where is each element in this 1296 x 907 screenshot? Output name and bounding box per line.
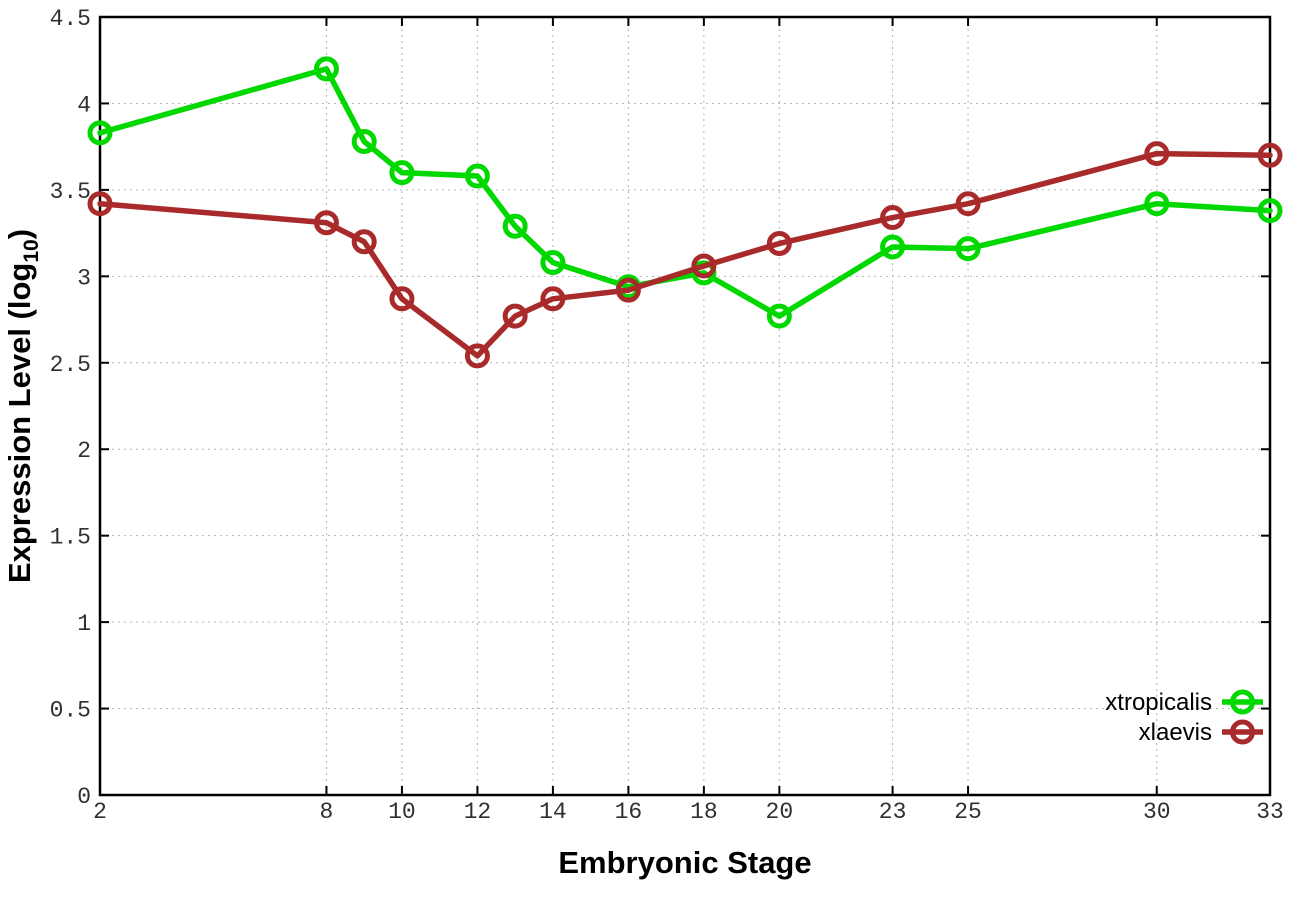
data-point-xlaevis [464, 343, 490, 369]
data-point-xtropicalis [1144, 191, 1170, 217]
y-tick-label: 2 [77, 438, 91, 464]
data-point-xlaevis [691, 253, 717, 279]
data-point-xlaevis [389, 286, 415, 312]
x-tick-label: 16 [615, 799, 643, 825]
legend-label-xlaevis: xlaevis [1139, 719, 1212, 746]
data-point-xlaevis [880, 205, 906, 231]
x-tick-label: 30 [1143, 799, 1171, 825]
x-tick-label: 14 [539, 799, 567, 825]
plot-border [98, 15, 1272, 797]
y-tick-label: 1 [77, 611, 91, 637]
data-point-xtropicalis [540, 250, 566, 276]
y-tick-label: 3 [77, 265, 91, 291]
legend-label-xtropicalis: xtropicalis [1105, 689, 1212, 716]
data-point-xtropicalis [955, 236, 981, 262]
data-point-xtropicalis [351, 128, 377, 154]
data-series [87, 56, 1283, 369]
data-point-xlaevis [1144, 141, 1170, 167]
data-point-xtropicalis [1257, 198, 1283, 224]
data-point-xtropicalis [313, 56, 339, 82]
x-tick-label: 12 [464, 799, 492, 825]
x-tick-labels: 2 8 10 12 14 16 18 20 23 25 30 33 [93, 799, 1284, 825]
x-tick-label: 2 [93, 799, 107, 825]
data-point-xlaevis [313, 210, 339, 236]
data-point-xtropicalis [766, 303, 792, 329]
x-tick-label: 23 [879, 799, 907, 825]
x-tick-label: 8 [320, 799, 334, 825]
y-tick-label: 4 [77, 92, 91, 118]
data-point-xtropicalis [502, 213, 528, 239]
data-point-xtropicalis [464, 163, 490, 189]
x-tick-label: 25 [954, 799, 982, 825]
legend-marker-sample [1230, 689, 1255, 715]
x-axis-title: Embryonic Stage [558, 845, 811, 880]
data-point-xlaevis [1257, 142, 1283, 168]
data-point-xlaevis [87, 191, 113, 217]
y-tick-label: 1.5 [50, 525, 91, 551]
y-axis-title: Expression Level (log10) [2, 229, 43, 583]
data-point-xtropicalis [87, 120, 113, 146]
legend: xtropicalis xlaevis [1105, 689, 1263, 746]
x-tick-label: 33 [1256, 799, 1284, 825]
data-point-xlaevis [540, 286, 566, 312]
y-tick-labels: 0 0.5 1 1.5 2 2.5 3 3.5 4 4.5 [50, 6, 91, 810]
y-tick-label: 3.5 [50, 179, 91, 205]
grid-lines [100, 17, 1270, 795]
x-tick-label: 18 [690, 799, 718, 825]
legend-marker-sample [1230, 719, 1255, 745]
data-point-xlaevis [351, 229, 377, 255]
data-point-xlaevis [502, 303, 528, 329]
y-tick-label: 2.5 [50, 352, 91, 378]
y-tick-label: 0 [77, 784, 91, 810]
y-tick-label: 0.5 [50, 698, 91, 724]
data-point-xtropicalis [389, 160, 415, 186]
data-point-xlaevis [955, 191, 981, 217]
y-tick-label: 4.5 [50, 6, 91, 32]
data-point-xlaevis [615, 277, 641, 303]
x-tick-label: 20 [766, 799, 794, 825]
data-point-xlaevis [766, 230, 792, 256]
data-point-xtropicalis [880, 234, 906, 260]
x-tick-label: 10 [388, 799, 416, 825]
